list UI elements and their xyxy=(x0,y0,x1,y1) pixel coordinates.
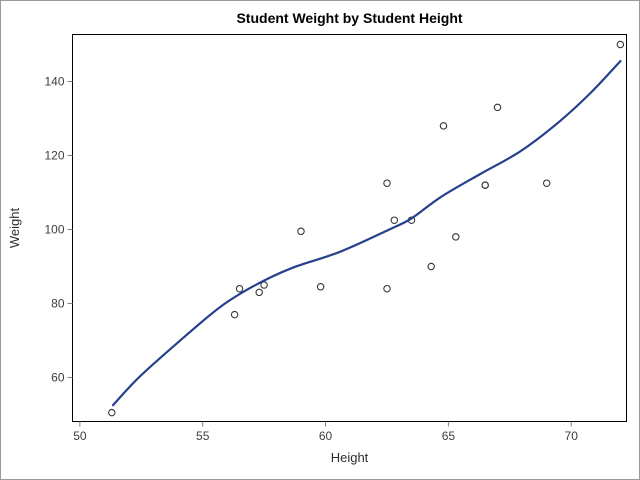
x-tick-label: 70 xyxy=(565,429,579,443)
x-tick-label: 60 xyxy=(319,429,333,443)
data-point-marker xyxy=(316,283,325,291)
y-tick-label: 120 xyxy=(44,148,64,162)
x-tick-label: 55 xyxy=(196,429,210,443)
y-tick-label: 140 xyxy=(44,74,64,88)
data-point-marker xyxy=(616,40,625,49)
data-point-marker xyxy=(390,216,399,224)
data-point-marker xyxy=(255,288,263,297)
data-point-marker xyxy=(493,103,502,112)
data-point-marker xyxy=(297,227,305,236)
data-point-marker xyxy=(108,408,116,417)
y-tick-label: 100 xyxy=(44,222,64,236)
data-point-marker xyxy=(542,179,551,187)
plot-frame xyxy=(72,34,627,422)
data-point-marker xyxy=(452,233,460,241)
y-axis-title: Weight xyxy=(7,208,22,249)
data-point-marker xyxy=(383,179,391,187)
fit-curve xyxy=(111,60,622,407)
chart-title: Student Weight by Student Height xyxy=(236,10,462,26)
data-point-marker xyxy=(427,262,435,271)
data-point-marker xyxy=(481,181,489,189)
data-point-marker xyxy=(235,284,244,293)
x-tick-label: 65 xyxy=(442,429,456,443)
x-axis-title: Height xyxy=(331,450,369,465)
x-tick-label: 50 xyxy=(73,429,87,443)
data-point-marker xyxy=(439,122,448,130)
data-point-marker xyxy=(260,281,268,289)
y-tick-label: 60 xyxy=(51,370,65,384)
data-point-marker xyxy=(383,284,391,293)
y-tick-label: 80 xyxy=(51,296,65,310)
data-point-marker xyxy=(230,310,239,319)
